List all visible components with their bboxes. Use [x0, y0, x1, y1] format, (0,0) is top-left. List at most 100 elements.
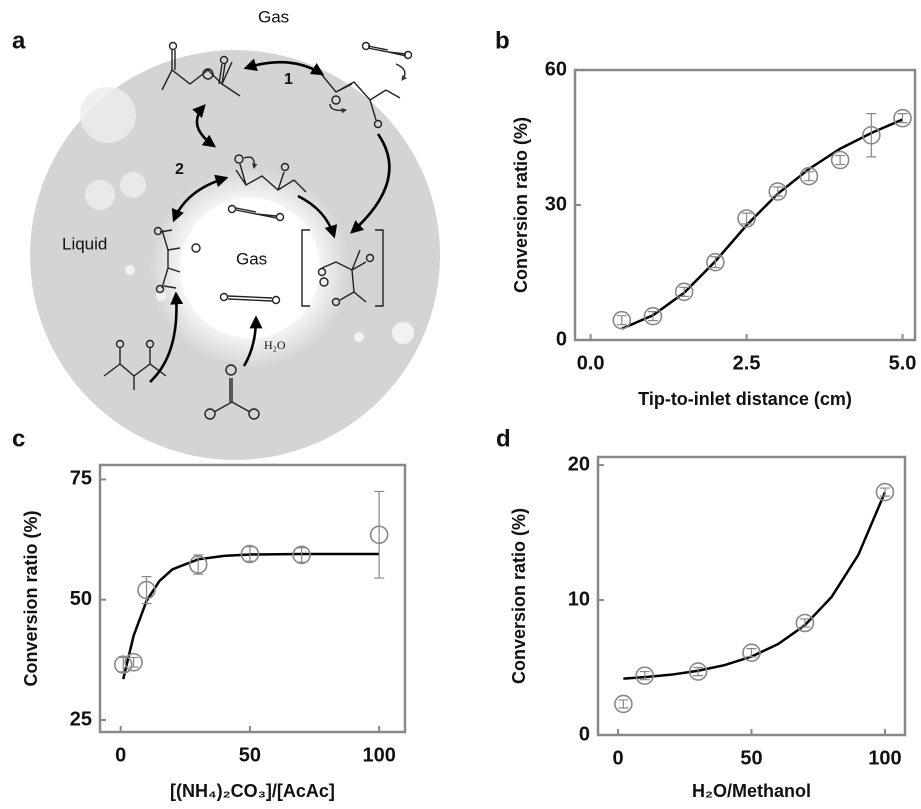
bubble [120, 172, 146, 198]
error-bar [693, 666, 704, 677]
y-tick-label: 75 [70, 468, 92, 490]
arrow [171, 174, 229, 223]
data-point [830, 150, 850, 170]
y-tick-label: 50 [70, 588, 92, 610]
error-bar [710, 256, 721, 269]
x-tick-label: 50 [740, 747, 762, 769]
chart: d 0 50 100 0 10 20 H₂O/Methanol Conversion ratio… [496, 425, 907, 801]
error-bar [618, 699, 629, 709]
panel-label: a [12, 27, 26, 54]
chart: b 0.0 2.5 5.0 0 30 60 Tip-to-inlet distance (cm… [495, 27, 916, 408]
error-bar [141, 576, 152, 605]
gas-bubble [180, 198, 320, 338]
data-point [706, 252, 725, 272]
error-bar [128, 656, 139, 668]
data-point [369, 525, 389, 545]
data-point [292, 545, 311, 565]
product-bracket [301, 229, 384, 307]
data-point [688, 662, 708, 681]
data-point [137, 580, 156, 600]
x-tick-label: 0 [115, 744, 126, 766]
data-point [612, 310, 632, 330]
co2-inner [219, 292, 281, 305]
arrow [149, 291, 184, 383]
error-bar [799, 618, 810, 628]
step-label: 2 [175, 161, 184, 178]
water-label: H₂O [264, 338, 286, 352]
data-point [795, 613, 815, 633]
y-axis-label: Conversion ratio (%) [21, 510, 41, 686]
y-tick-label: 25 [70, 708, 92, 730]
arrow [243, 58, 325, 76]
error-bar [803, 171, 814, 182]
error-bar [835, 154, 846, 166]
data-point [875, 482, 895, 502]
y-axis-label: Conversion ratio (%) [509, 508, 529, 684]
error-bar [616, 315, 627, 326]
x-tick-label: 50 [239, 744, 261, 766]
data-point [742, 643, 761, 662]
fit-line [623, 491, 887, 680]
arrow [192, 104, 217, 148]
fit-line [122, 552, 380, 680]
x-tick-label: 2.5 [733, 352, 761, 374]
gas-label: Gas [236, 249, 267, 268]
enolate-center [227, 154, 307, 222]
bubble [354, 332, 364, 342]
enolate-right [321, 41, 413, 129]
data-point [862, 125, 881, 145]
bubble [80, 87, 136, 143]
x-tick-label: 100 [868, 747, 901, 769]
data-point [113, 655, 133, 674]
y-axis-label: Conversion ratio (%) [511, 117, 531, 293]
x-tick-label: 0.0 [577, 352, 605, 374]
y-tick-label: 0 [579, 723, 590, 745]
bubble [392, 322, 414, 344]
panel-label: d [496, 425, 511, 452]
data-point [635, 666, 655, 685]
data-point [240, 544, 260, 564]
droplet-diagram: a Gas 1 2 Liquid Gas H₂O [12, 7, 440, 460]
plot-frame [573, 68, 917, 342]
x-axis-label: Tip-to-inlet distance (cm) [638, 389, 852, 409]
data-point [674, 282, 694, 302]
error-bar [897, 113, 908, 124]
data-point [614, 694, 633, 714]
y-tick-label: 20 [568, 453, 590, 475]
bubble [125, 265, 135, 275]
panel-label: c [12, 425, 25, 452]
x-tick-label: 5.0 [889, 352, 917, 374]
data-point [188, 555, 208, 574]
gas-label: Gas [258, 7, 289, 26]
y-tick-label: 30 [545, 193, 567, 215]
plot-frame [596, 455, 907, 737]
step-label: 1 [284, 71, 293, 88]
x-tick-label: 0 [612, 747, 623, 769]
liquid-label: Liquid [62, 234, 107, 253]
bubble [156, 291, 166, 301]
data-point [768, 182, 788, 201]
arrow [297, 194, 338, 239]
data-point [893, 108, 912, 128]
data-point [643, 306, 663, 326]
error-bar [746, 648, 757, 658]
carbonate [204, 364, 260, 420]
y-tick-label: 60 [545, 58, 567, 80]
error-bar [879, 487, 890, 497]
data-point [737, 209, 756, 228]
y-tick-label: 10 [568, 588, 590, 610]
x-axis-label: H₂O/Methanol [692, 781, 811, 801]
error-bar [772, 186, 783, 197]
arrow [242, 315, 263, 367]
x-tick-label: 100 [362, 744, 395, 766]
error-bar [193, 554, 204, 575]
error-bar [647, 311, 658, 322]
panel-label: b [495, 27, 510, 54]
arrow [350, 133, 391, 234]
intermediate-left [153, 226, 201, 294]
y-tick-label: 0 [556, 328, 567, 350]
error-bar [741, 212, 752, 225]
acetylacetone [103, 339, 167, 390]
